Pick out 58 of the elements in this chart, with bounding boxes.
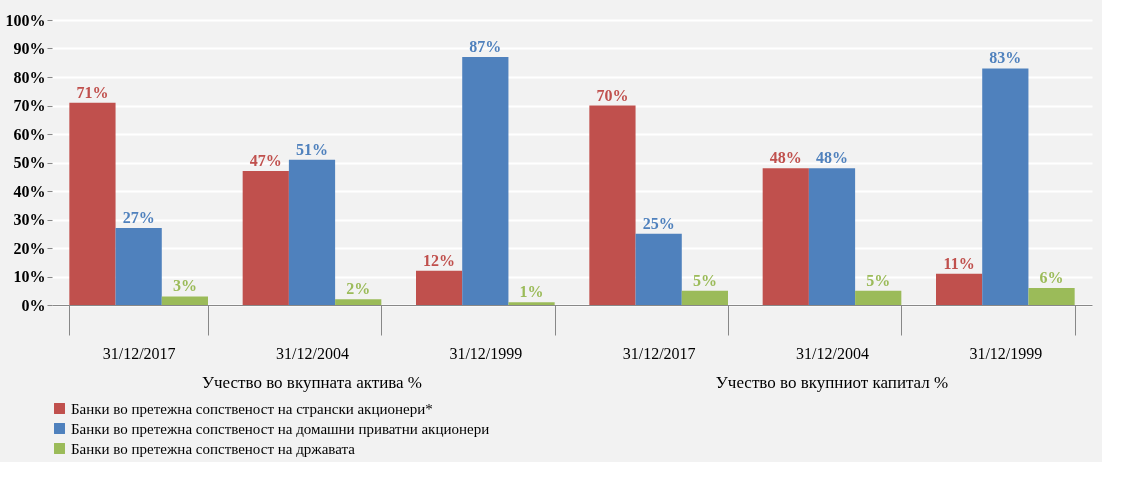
- data-label: 3%: [172, 277, 197, 295]
- bar: [69, 102, 116, 305]
- y-tick-label: 50%: [13, 154, 46, 171]
- data-label: 12%: [423, 251, 456, 269]
- x-tick-label: 31/12/2017: [622, 344, 696, 362]
- y-tick-label: 90%: [13, 40, 46, 57]
- bar: [161, 296, 208, 305]
- y-tick-label: 10%: [13, 268, 46, 285]
- bar: [855, 290, 902, 305]
- text: Учество во вкупниот капитал %: [715, 373, 949, 392]
- legend-label: Банки во претежна сопственост на домашни приватни акционери: [71, 420, 490, 437]
- data-label: 27%: [122, 209, 155, 227]
- y-tick-label: 70%: [13, 97, 46, 114]
- x-tick-label: 31/12/1999: [969, 344, 1043, 362]
- bar: [288, 159, 336, 305]
- y-tick-label: 80%: [13, 68, 46, 86]
- y-tick-label: 100%: [5, 11, 46, 29]
- bar: [762, 168, 809, 305]
- legend-label: Банки во претежна сопственост на државата: [71, 440, 356, 457]
- x-tick-label: 31/12/1999: [449, 344, 523, 362]
- bar: [681, 290, 728, 305]
- x-tick-label: 31/12/2004: [276, 344, 349, 362]
- bar: [416, 270, 463, 305]
- data-label: 71%: [76, 83, 109, 101]
- data-label: 11%: [943, 254, 975, 272]
- data-label: 48%: [769, 149, 802, 167]
- bar: [808, 168, 856, 305]
- legend-label: Банки во претежна сопственост на странски акционери*: [71, 400, 433, 417]
- y-tick-label: 60%: [13, 125, 46, 143]
- data-label: 70%: [596, 86, 629, 104]
- data-label: 6%: [1039, 268, 1064, 286]
- text: Учество во вкупната актива %: [202, 373, 422, 392]
- data-label: 1%: [519, 283, 544, 301]
- bar: [982, 68, 1029, 305]
- data-label: 5%: [866, 271, 891, 289]
- y-tick-label: 30%: [13, 211, 46, 228]
- x-tick-label: 31/12/2004: [796, 344, 869, 362]
- data-label: 83%: [989, 49, 1022, 67]
- data-label: 2%: [346, 280, 371, 298]
- bar: [462, 57, 509, 305]
- bar: [589, 105, 636, 305]
- bar: [508, 302, 555, 305]
- y-tick-label: 20%: [13, 239, 46, 257]
- y-tick-label: 40%: [13, 182, 46, 200]
- data-label: 5%: [692, 271, 717, 289]
- bar: [335, 299, 382, 305]
- data-label: 51%: [296, 140, 328, 158]
- x-tick-label: 31/12/2017: [102, 344, 176, 362]
- bar: [242, 171, 289, 305]
- bar: [1028, 287, 1075, 305]
- data-label: 25%: [642, 214, 675, 232]
- data-label: 87%: [469, 38, 502, 56]
- bar: [115, 228, 162, 305]
- y-tick-label: 0%: [21, 296, 46, 314]
- bar: [936, 273, 983, 305]
- data-label: 47%: [249, 152, 282, 170]
- data-label: 48%: [816, 149, 848, 167]
- bar: [635, 233, 682, 305]
